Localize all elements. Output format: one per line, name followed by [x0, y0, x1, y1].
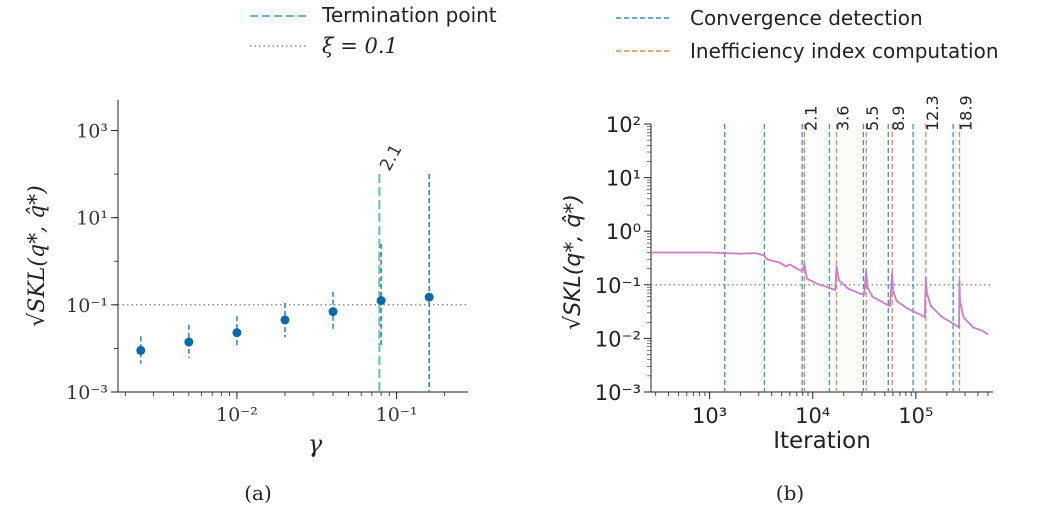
- a-y-tick-label: 10³: [76, 120, 108, 142]
- a-termination-label: 2.1: [376, 141, 406, 174]
- b-inefficiency-label: 18.9: [956, 95, 975, 131]
- b-y-tick-label: 10⁻²: [595, 327, 641, 351]
- legend-b: Convergence detection Inefficiency index…: [616, 6, 999, 63]
- b-y-tick-label: 10⁻¹: [595, 274, 641, 298]
- a-y-tick-label: 10⁻³: [66, 382, 108, 404]
- b-x-tick-label: 10⁵: [898, 404, 933, 428]
- a-point: [280, 315, 290, 325]
- b-series-line: [651, 251, 989, 335]
- a-x-tick-label: 10⁻¹: [376, 404, 418, 426]
- a-point: [232, 328, 242, 338]
- legend-b-inefficiency-label: Inefficiency index computation: [690, 39, 999, 63]
- a-point: [424, 292, 434, 302]
- b-y-label: √SKL(q*, q̂*): [561, 194, 586, 330]
- b-inefficiency-label: 2.1: [801, 106, 820, 131]
- b-inefficiency-label: 3.6: [834, 106, 853, 131]
- b-y-tick-label: 10²: [606, 113, 641, 137]
- a-y-label: √SKL(q*, q̂*): [25, 185, 50, 326]
- b-x-tick-label: 10³: [692, 404, 727, 428]
- a-y-tick-label: 10¹: [76, 208, 108, 230]
- caption-a: (a): [244, 481, 272, 505]
- a-y-tick-label: 10⁻¹: [66, 295, 108, 317]
- b-y-tick-label: 10⁻³: [595, 381, 641, 405]
- b-y-tick-label: 10¹: [606, 167, 641, 191]
- legend-a: Termination point ξ = 0.1: [250, 3, 497, 58]
- a-point: [136, 345, 146, 355]
- b-x-label: Iteration: [773, 428, 871, 454]
- caption-b: (b): [776, 481, 804, 505]
- legend-a-threshold-label: ξ = 0.1: [322, 34, 398, 58]
- b-inefficiency-label: 5.5: [863, 106, 882, 131]
- b-x-tick-label: 10⁴: [795, 404, 830, 428]
- legend-b-convergence-label: Convergence detection: [690, 6, 923, 30]
- a-point: [376, 296, 386, 306]
- a-x-label: γ: [308, 430, 323, 458]
- legend-a-termination-label: Termination point: [321, 3, 497, 27]
- panel-a: 10⁻² 10⁻¹ 10⁻³ 10⁻¹ 10¹ 10³ 2.1 γ √SKL(q*, q̂*): [25, 100, 468, 458]
- a-point: [184, 337, 194, 347]
- a-point: [328, 307, 338, 317]
- a-x-tick-label: 10⁻²: [216, 404, 258, 426]
- b-inefficiency-label: 8.9: [889, 106, 908, 131]
- b-inefficiency-label: 12.3: [923, 95, 942, 131]
- b-y-tick-label: 10⁰: [606, 220, 641, 244]
- panel-b: 10³ 10⁴ 10⁵ 10⁻³ 10⁻² 10⁻¹ 10⁰ 10¹ 10² 2.1 3.6 5.5 8…: [561, 95, 993, 454]
